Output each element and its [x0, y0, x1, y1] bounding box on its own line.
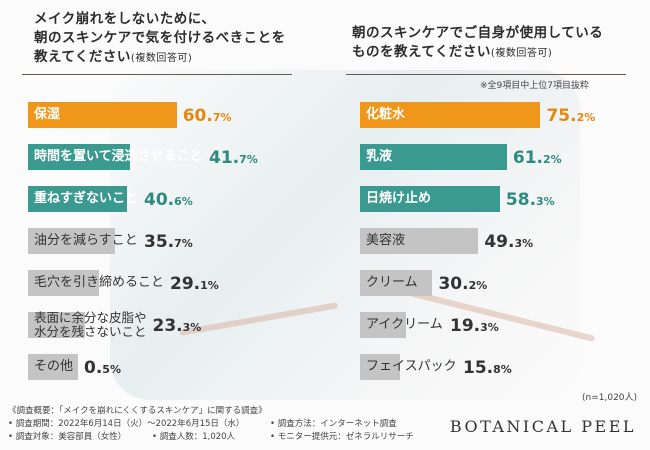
bar-value-label: 75.2%	[546, 106, 596, 126]
bar	[360, 144, 507, 170]
bar-category-label: 毛穴を引き締めること	[34, 275, 165, 290]
bar-value-label: 40.6%	[144, 190, 193, 210]
bar	[28, 228, 116, 254]
bar-category-label: フェイスパック	[366, 359, 457, 374]
bar	[28, 102, 177, 128]
brand-logo: BOTANICAL PEEL	[449, 417, 636, 436]
bar-value-label: 35.7%	[144, 232, 193, 252]
bar-value-label: 58.3%	[505, 190, 555, 210]
bar	[28, 312, 86, 338]
bar-value-label: 60.7%	[182, 106, 232, 126]
bar-value-label: 30.2%	[438, 274, 488, 294]
bar-value-label: 41.7%	[209, 148, 258, 168]
right-title-line1: 朝のスキンケアでご自身が使用している	[352, 25, 604, 41]
left-title-line1: メイク崩れをしないために、	[34, 11, 216, 27]
left-chart-title: メイク崩れをしないために、 朝のスキンケアで気を付けるべきことを 教えてください…	[34, 10, 286, 68]
left-title-rule	[22, 74, 292, 75]
survey-summary-heading: 《調査概要：「メイクを崩れにくくするスキンケア」に関する調査》	[8, 406, 267, 416]
bar	[360, 228, 479, 254]
bar	[28, 270, 100, 296]
bar-value-label: 19.3%	[450, 316, 499, 336]
bar-category-label: アイクリーム	[366, 317, 443, 332]
bar-value-label: 49.3%	[484, 232, 534, 252]
bar	[360, 102, 541, 128]
right-title-rule	[346, 74, 626, 75]
bar-category-label: 表面に余分な皮脂や 水分を残さないこと	[34, 310, 147, 339]
bar-category-label: 日焼け止め	[366, 191, 432, 206]
bar-category-label: 美容液	[366, 233, 406, 248]
bar	[360, 354, 400, 380]
sample-size-note: (n=1,020人)	[582, 393, 638, 403]
bar	[360, 270, 433, 296]
right-chart-note: ※全9項目中上位7項目抜粋	[480, 81, 589, 91]
survey-period: • 調査期間：2022年6月14日（火）〜2022年6月15日（水）	[8, 419, 245, 429]
right-title-line2: ものを教えてください(複数回答可)	[352, 44, 553, 60]
left-subtitle: (複数回答可)	[130, 53, 193, 64]
bar-value-label: 23.3%	[152, 316, 202, 336]
bar-category-label: 時間を置いて浸透させること	[34, 149, 203, 164]
bar-value-label: 0.5%	[84, 358, 121, 378]
bar-value-label: 29.1%	[170, 274, 219, 294]
bar-category-label: 化粧水	[366, 107, 406, 122]
survey-method: • 調査方法：インターネット調査	[270, 419, 397, 429]
bar-category-label: クリーム	[366, 275, 418, 290]
bar	[360, 312, 407, 338]
survey-provider: • モニター提供元：ゼネラルリサーチ	[270, 432, 414, 442]
bar-category-label: その他	[34, 359, 74, 374]
right-chart-title: 朝のスキンケアでご自身が使用している ものを教えてください(複数回答可)	[352, 24, 603, 63]
bar-category-label: 保湿	[34, 107, 61, 122]
left-title-line3: 教えてください(複数回答可)	[34, 49, 193, 65]
survey-count: • 調査人数：1,020人	[152, 432, 236, 442]
bar-value-label: 15.8%	[463, 358, 512, 378]
survey-target: • 調査対象：美容部員（女性）	[8, 432, 127, 442]
bar	[28, 354, 78, 380]
bar-value-label: 61.2%	[512, 148, 562, 168]
right-subtitle: (複数回答可)	[490, 48, 553, 59]
bar-category-label: 乳液	[366, 149, 393, 164]
bar	[360, 186, 500, 212]
bar-category-label: 重ねすぎないこと	[34, 191, 139, 206]
left-title-line2: 朝のスキンケアで気を付けるべきことを	[34, 30, 286, 46]
bar-category-label: 油分を減らすこと	[34, 233, 138, 248]
bar	[28, 144, 131, 170]
bar	[28, 186, 128, 212]
